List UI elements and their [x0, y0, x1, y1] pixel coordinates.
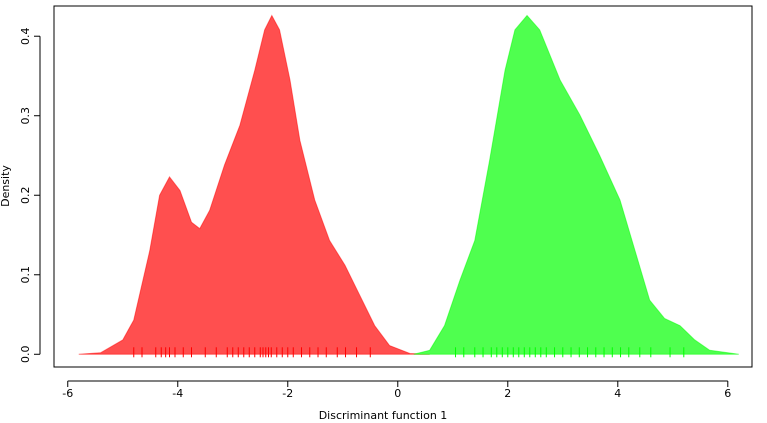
- density-area: [413, 14, 739, 355]
- y-tick-label: 0.1: [19, 266, 32, 284]
- y-axis-title: Density: [0, 165, 12, 207]
- x-axis-title: Discriminant function 1: [319, 409, 448, 422]
- x-tick-label: 4: [614, 387, 621, 400]
- y-tick-label: 0.3: [19, 107, 32, 125]
- density-area: [78, 14, 430, 355]
- x-tick-label: -4: [172, 387, 183, 400]
- x-tick-label: 6: [724, 387, 731, 400]
- x-tick-label: -6: [62, 387, 73, 400]
- y-tick-label: 0.4: [19, 27, 32, 45]
- y-tick-label: 0.0: [19, 346, 32, 364]
- y-tick-label: 0.2: [19, 186, 32, 204]
- x-tick-label: 2: [504, 387, 511, 400]
- x-tick-label: -2: [282, 387, 293, 400]
- x-tick-label: 0: [394, 387, 401, 400]
- plot-box: [53, 5, 753, 368]
